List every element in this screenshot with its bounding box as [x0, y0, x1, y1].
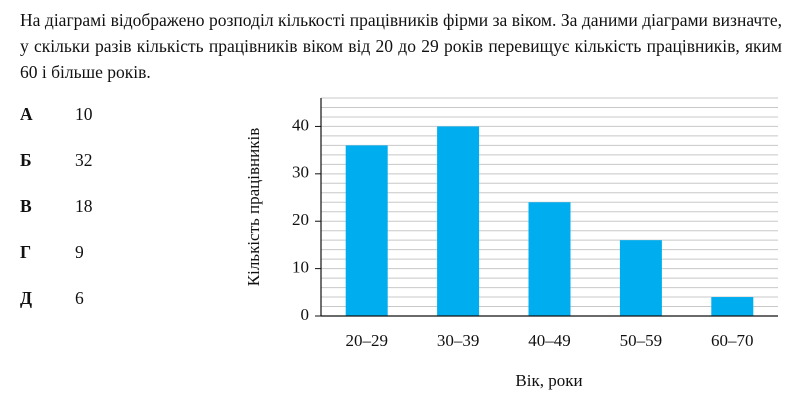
- bar: [528, 202, 571, 316]
- option-text: 18: [75, 196, 93, 216]
- x-tick-label: 60–70: [711, 331, 754, 350]
- option-letter: Б: [20, 150, 32, 170]
- option-text: 32: [75, 150, 93, 170]
- y-tick-label: 30: [292, 163, 309, 182]
- y-tick-label: 20: [292, 210, 309, 229]
- option-letter: В: [20, 196, 32, 216]
- x-tick-label: 40–49: [528, 331, 571, 350]
- question: На діаграмі відображено розподіл кількос…: [20, 10, 782, 82]
- x-axis-label: Вік, роки: [515, 371, 582, 390]
- bar: [711, 297, 754, 316]
- x-tick-label: 50–59: [620, 331, 663, 350]
- bar: [619, 240, 662, 316]
- bar: [437, 126, 480, 316]
- y-tick-label: 40: [292, 115, 309, 134]
- x-tick-label: 30–39: [437, 331, 480, 350]
- x-tick-label: 20–29: [345, 331, 388, 350]
- option-text: 10: [75, 104, 93, 124]
- option: А 10: [20, 104, 93, 125]
- y-tick-label: 0: [301, 305, 310, 324]
- y-axis-label: Кількість працівників: [244, 128, 263, 286]
- option: В 18: [20, 196, 93, 217]
- option-letter: Г: [20, 242, 32, 262]
- bar: [345, 145, 388, 316]
- option-text: 6: [75, 288, 84, 308]
- option: Б 32: [20, 150, 93, 171]
- y-tick-label: 10: [292, 258, 309, 277]
- option-letter: А: [20, 104, 33, 124]
- option-letter: Д: [20, 288, 33, 308]
- option-text: 9: [75, 242, 84, 262]
